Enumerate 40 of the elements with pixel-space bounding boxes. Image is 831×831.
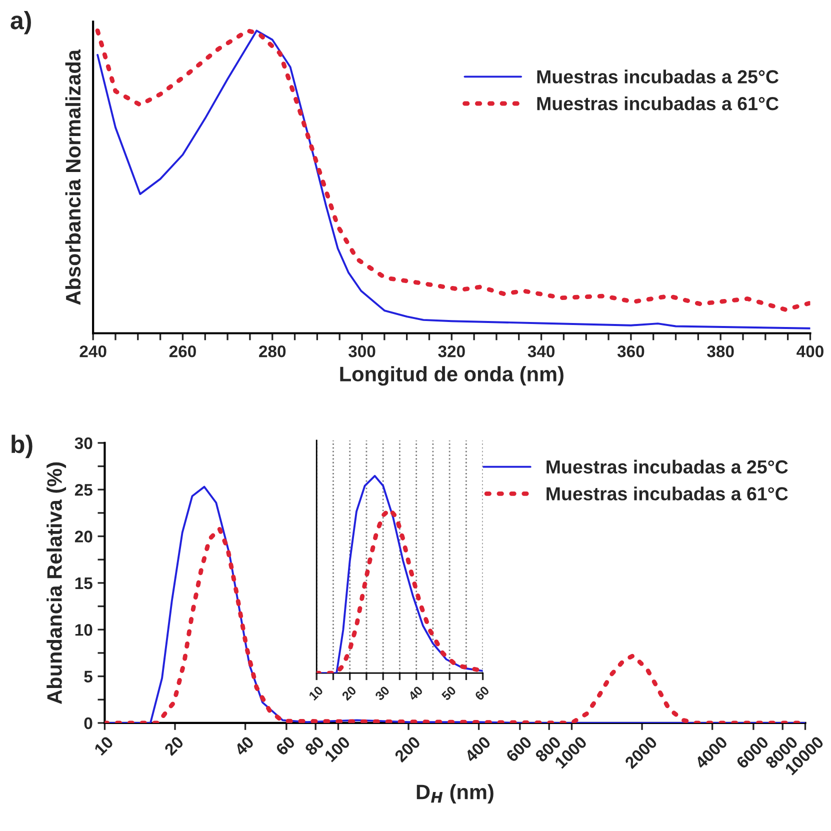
x-tick-label: 280 [259,345,286,358]
y-tick-label: 10 [75,624,92,636]
x-tick-label: 320 [438,345,465,358]
x-tick-label: 400 [464,736,492,763]
x-axis-title: Longitud de onda (nm) [340,366,564,386]
x-tick-label: 20 [164,736,184,756]
x-tick-label: 80 [304,736,325,756]
text: a) [10,10,31,34]
x-tick-label: 40 [234,736,255,756]
x-tick-label: 60 [275,736,296,756]
x-tick-label: 380 [707,345,734,358]
x-tick-label: 360 [617,345,644,358]
x-tick-label: 300 [348,345,376,358]
legend-label: Muestras incubadas a 25°C [537,70,779,84]
x-tick-label: 260 [169,345,196,358]
x-tick-label: 30 [374,686,390,702]
y-tick-label: 0 [84,717,92,730]
x-tick-label: 100 [324,736,351,762]
x-tick-label: 600 [505,736,532,763]
legend-label: Muestras incubadas a 25°C [546,460,788,474]
y-tick-label: 20 [74,530,92,542]
x-tick-label: 20 [341,686,357,701]
text: b) [12,434,32,458]
legend-label: Muestras incubadas a 61°C [537,96,779,110]
y-axis-title: Abundancia Relativa (%) [46,462,66,704]
y-tick-label: 25 [74,484,92,496]
x-tick-label: 10 [308,686,324,701]
x-tick-label: 60 [474,686,490,701]
y-axis-title: Absorbancia Normalizada [65,49,81,305]
x-tick-label: 200 [394,736,422,763]
legend-label: Muestras incubadas a 61°C [546,486,788,500]
y-tick-label: 15 [75,578,92,590]
x-tick-label: 240 [80,345,106,358]
x-axis-title: D$_{H}$ (nm) [416,784,494,804]
x-tick-label: 50 [441,686,456,701]
x-tick-label: 340 [528,345,555,358]
x-tick-label: 40 [408,686,424,702]
y-tick-label: 30 [74,437,92,450]
y-tick-label: 5 [84,670,92,682]
x-tick-label: 400 [796,345,824,358]
